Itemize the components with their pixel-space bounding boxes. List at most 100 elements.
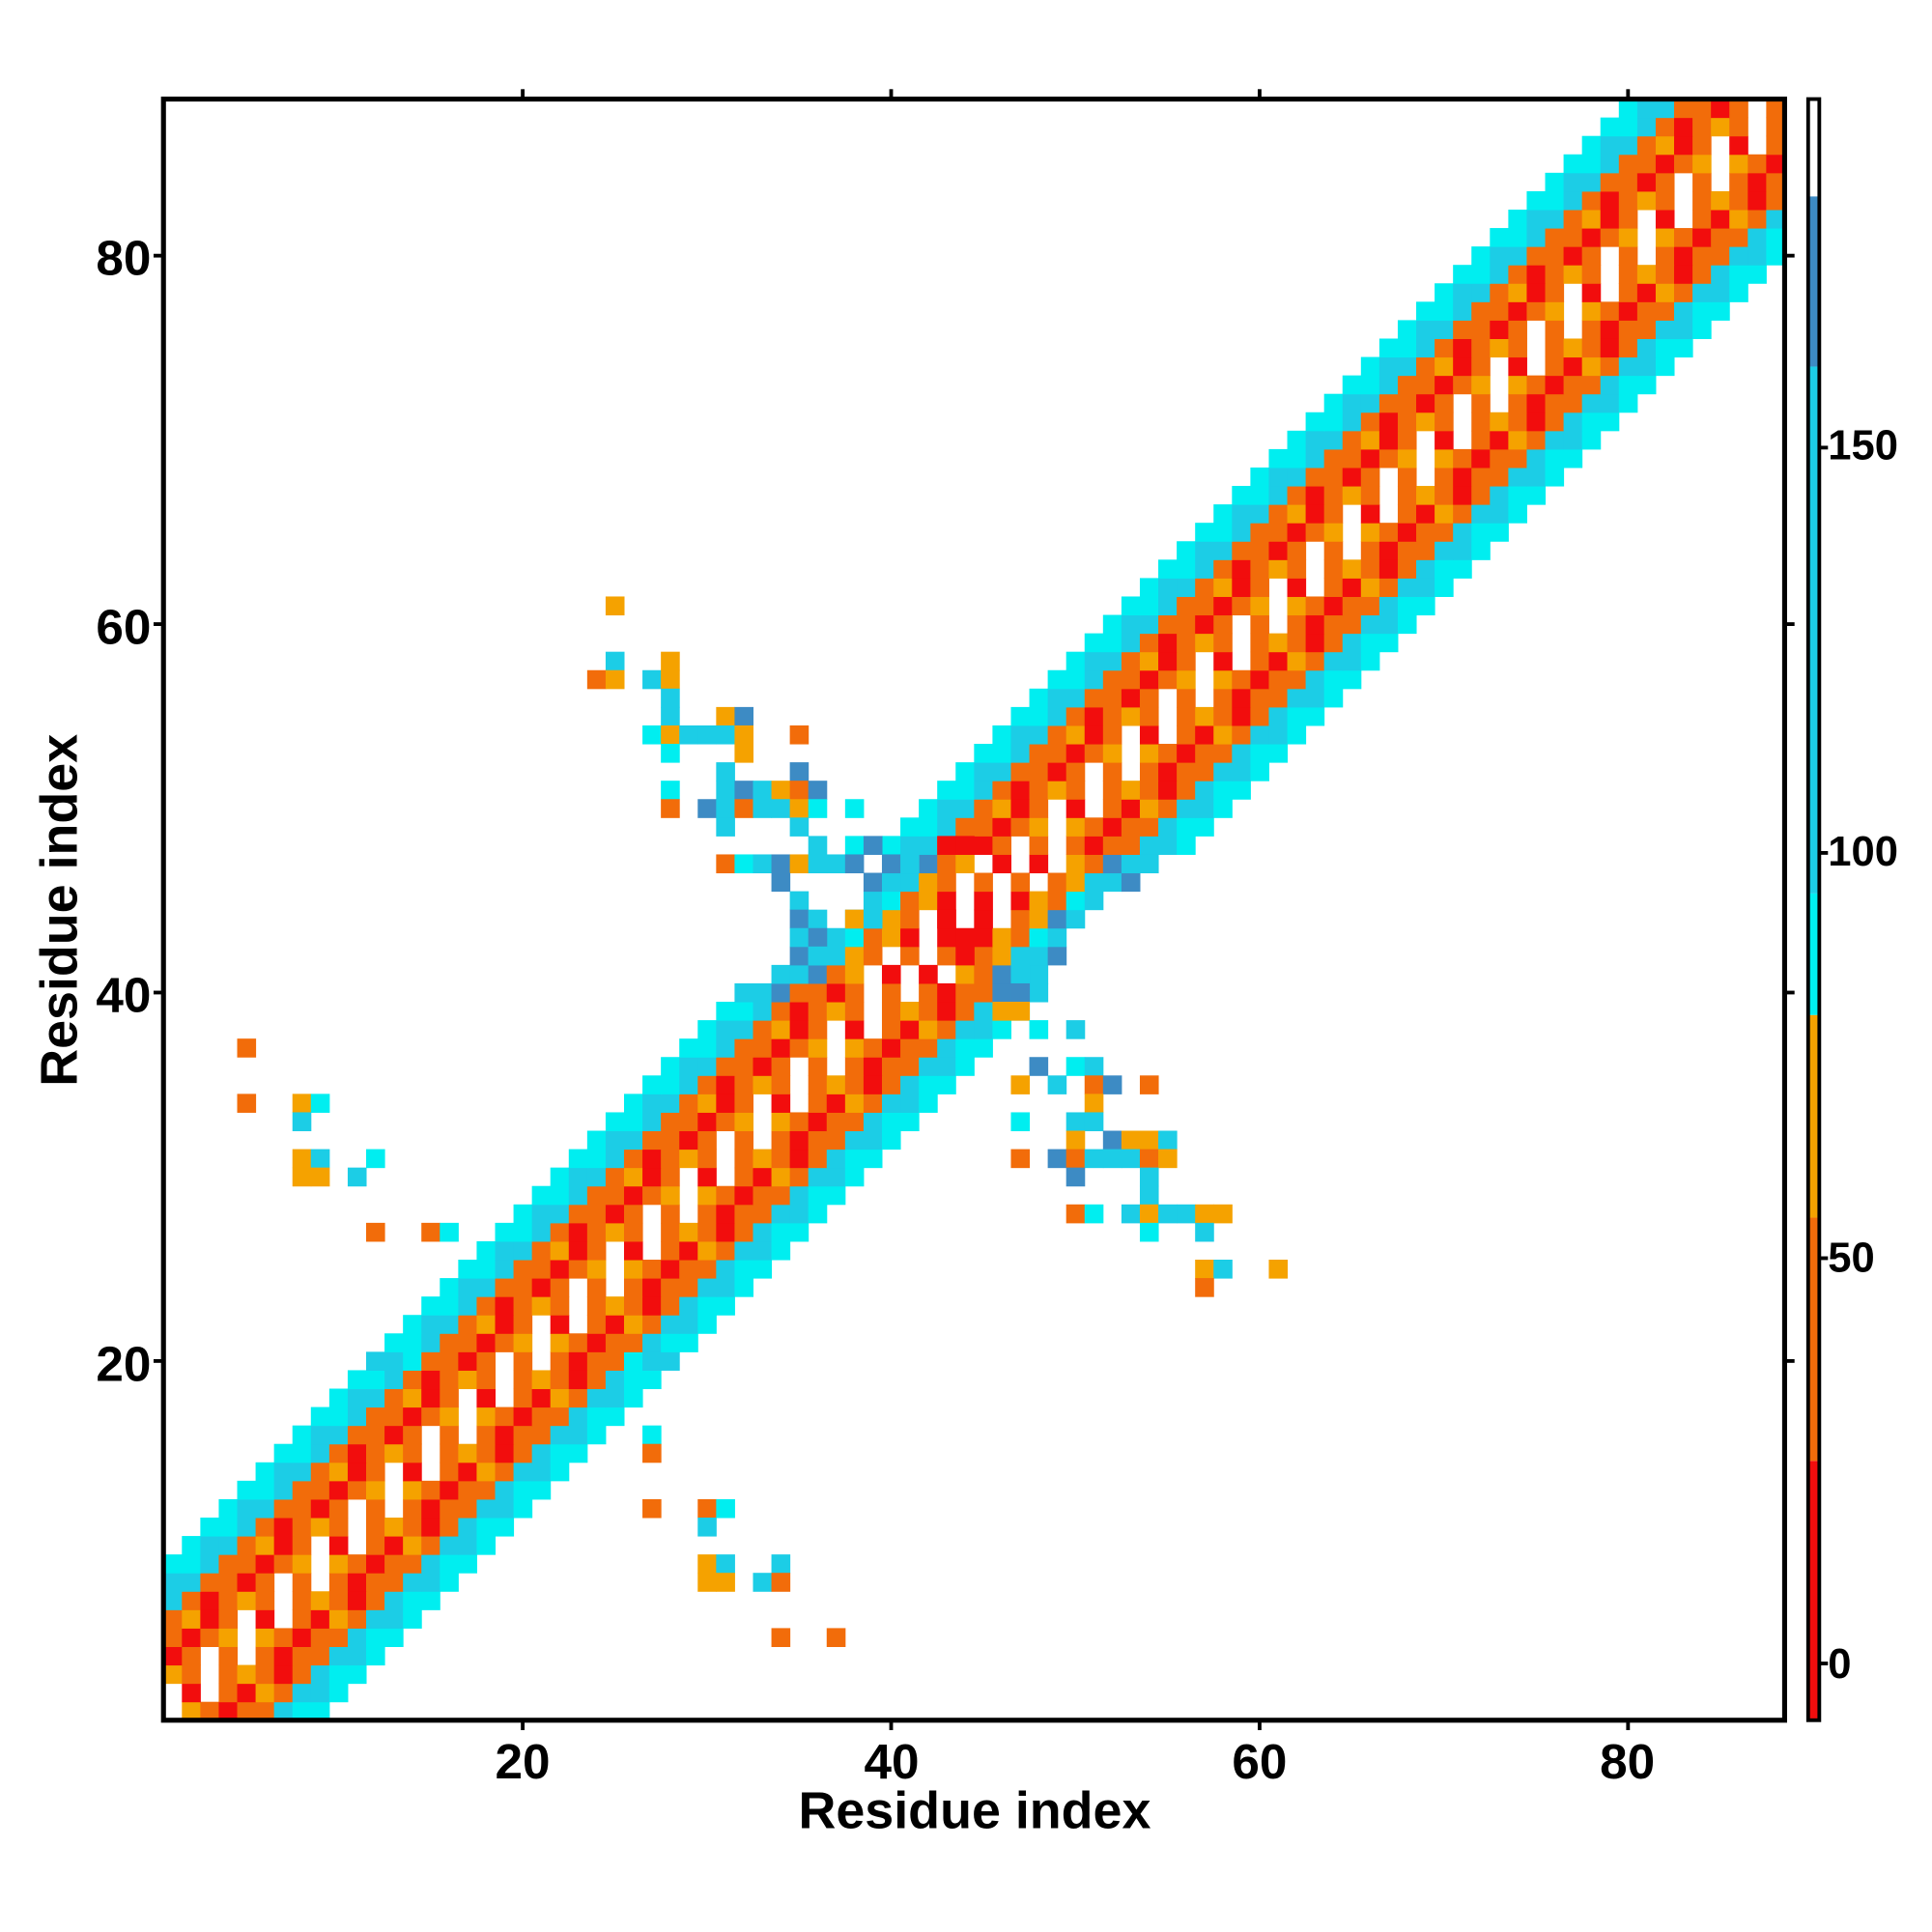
heatmap-cell: [623, 1204, 643, 1224]
heatmap-cell: [1508, 448, 1527, 469]
heatmap-cell: [1655, 99, 1675, 119]
heatmap-cell: [366, 1554, 385, 1574]
heatmap-cell: [1435, 504, 1454, 524]
heatmap-cell: [513, 1462, 533, 1482]
heatmap-cell: [1195, 799, 1214, 818]
heatmap-cell: [218, 1664, 239, 1685]
heatmap-cell: [974, 1020, 993, 1039]
heatmap-cell: [605, 1351, 625, 1371]
heatmap-cell: [495, 1260, 515, 1279]
heatmap-cell: [1065, 669, 1086, 690]
heatmap-cell: [1029, 706, 1049, 726]
heatmap-cell: [1618, 320, 1638, 339]
heatmap-cell: [255, 1664, 275, 1685]
heatmap-cell: [1729, 283, 1748, 302]
heatmap-cell: [955, 836, 975, 855]
heatmap-cell: [697, 1573, 717, 1592]
heatmap-cell: [1471, 265, 1491, 284]
heatmap-cell: [310, 1480, 330, 1500]
heatmap-cell: [1397, 541, 1417, 560]
heatmap-cell: [273, 1536, 294, 1555]
heatmap-cell: [440, 1278, 459, 1297]
heatmap-cell: [328, 1462, 349, 1482]
heatmap-cell: [568, 1406, 588, 1427]
heatmap-cell: [1378, 375, 1399, 395]
heatmap-cell: [1711, 228, 1730, 247]
heatmap-cell: [1397, 356, 1417, 377]
heatmap-cell: [1581, 430, 1602, 450]
heatmap-cell: [1250, 614, 1269, 635]
heatmap-cell: [679, 1315, 698, 1334]
heatmap-cell: [789, 1185, 810, 1206]
heatmap-cell: [292, 1425, 312, 1445]
heatmap-cell: [1287, 448, 1307, 469]
heatmap-cell: [1195, 614, 1214, 635]
heatmap-cell: [1766, 209, 1785, 229]
heatmap-cell: [716, 1260, 735, 1279]
heatmap-cell: [200, 1701, 219, 1721]
heatmap-cell: [1655, 320, 1675, 339]
heatmap-cell: [1065, 781, 1086, 800]
heatmap-cell: [568, 1388, 588, 1408]
heatmap-cell: [1545, 356, 1565, 377]
heatmap-cell: [1305, 633, 1325, 653]
heatmap-cell: [734, 1038, 754, 1058]
heatmap-cell: [495, 1406, 515, 1427]
heatmap-cell: [366, 1462, 385, 1482]
heatmap-cell: [734, 1240, 754, 1261]
heatmap-cell: [992, 982, 1011, 1003]
heatmap-cell: [403, 1333, 422, 1352]
heatmap-cell: [1139, 854, 1159, 874]
heatmap-cell: [1435, 486, 1454, 505]
heatmap-cell: [1581, 135, 1602, 156]
heatmap-cell: [900, 1075, 920, 1094]
heatmap-cell: [1065, 1130, 1086, 1151]
heatmap-cell: [1766, 99, 1785, 119]
heatmap-cell: [1305, 596, 1325, 616]
heatmap-cell: [661, 1204, 680, 1224]
heatmap-cell: [661, 1222, 680, 1242]
heatmap-cell: [384, 1628, 404, 1647]
heatmap-cell: [1047, 872, 1067, 893]
heatmap-cell: [218, 1517, 239, 1537]
heatmap-cell: [255, 1683, 275, 1703]
heatmap-cell: [1287, 486, 1307, 505]
heatmap-cell: [1121, 651, 1141, 671]
heatmap-cell: [513, 1240, 533, 1261]
heatmap-cell: [1139, 633, 1159, 653]
heatmap-cell: [366, 1351, 385, 1371]
heatmap-cell: [347, 1664, 367, 1685]
heatmap-cell: [1323, 633, 1344, 653]
heatmap-cell: [1084, 1204, 1104, 1224]
heatmap-cell: [458, 1554, 477, 1574]
heatmap-cell: [440, 1406, 459, 1427]
heatmap-cell: [881, 1130, 901, 1151]
heatmap-cell: [1674, 246, 1693, 266]
heatmap-cell: [1397, 504, 1417, 524]
heatmap-cell: [623, 1315, 643, 1334]
heatmap-cell: [1655, 117, 1675, 137]
heatmap-cell: [1177, 706, 1196, 726]
heatmap-cell: [623, 1112, 643, 1132]
x-tick-label: 40: [865, 1734, 920, 1789]
heatmap-cell: [1600, 320, 1620, 339]
heatmap-cell: [347, 1425, 367, 1445]
heatmap-cell: [661, 1351, 680, 1371]
heatmap-cell: [476, 1517, 497, 1537]
heatmap-cell: [586, 1351, 607, 1371]
heatmap-cell: [734, 1222, 754, 1242]
heatmap-cell: [292, 1536, 312, 1555]
heatmap-cell: [568, 1222, 588, 1242]
heatmap-cell: [495, 1517, 515, 1537]
heatmap-cell: [1378, 448, 1399, 469]
colorbar-segment: [1807, 366, 1820, 894]
heatmap-cell: [531, 1222, 552, 1242]
heatmap-cell: [1342, 559, 1362, 579]
heatmap-cell: [900, 1057, 920, 1076]
heatmap-cell: [1268, 486, 1289, 505]
heatmap-cell: [826, 1167, 846, 1187]
heatmap-cell: [1526, 412, 1547, 432]
heatmap-cell: [605, 1149, 625, 1169]
heatmap-cell: [1213, 669, 1233, 690]
heatmap-cell: [1600, 228, 1620, 247]
